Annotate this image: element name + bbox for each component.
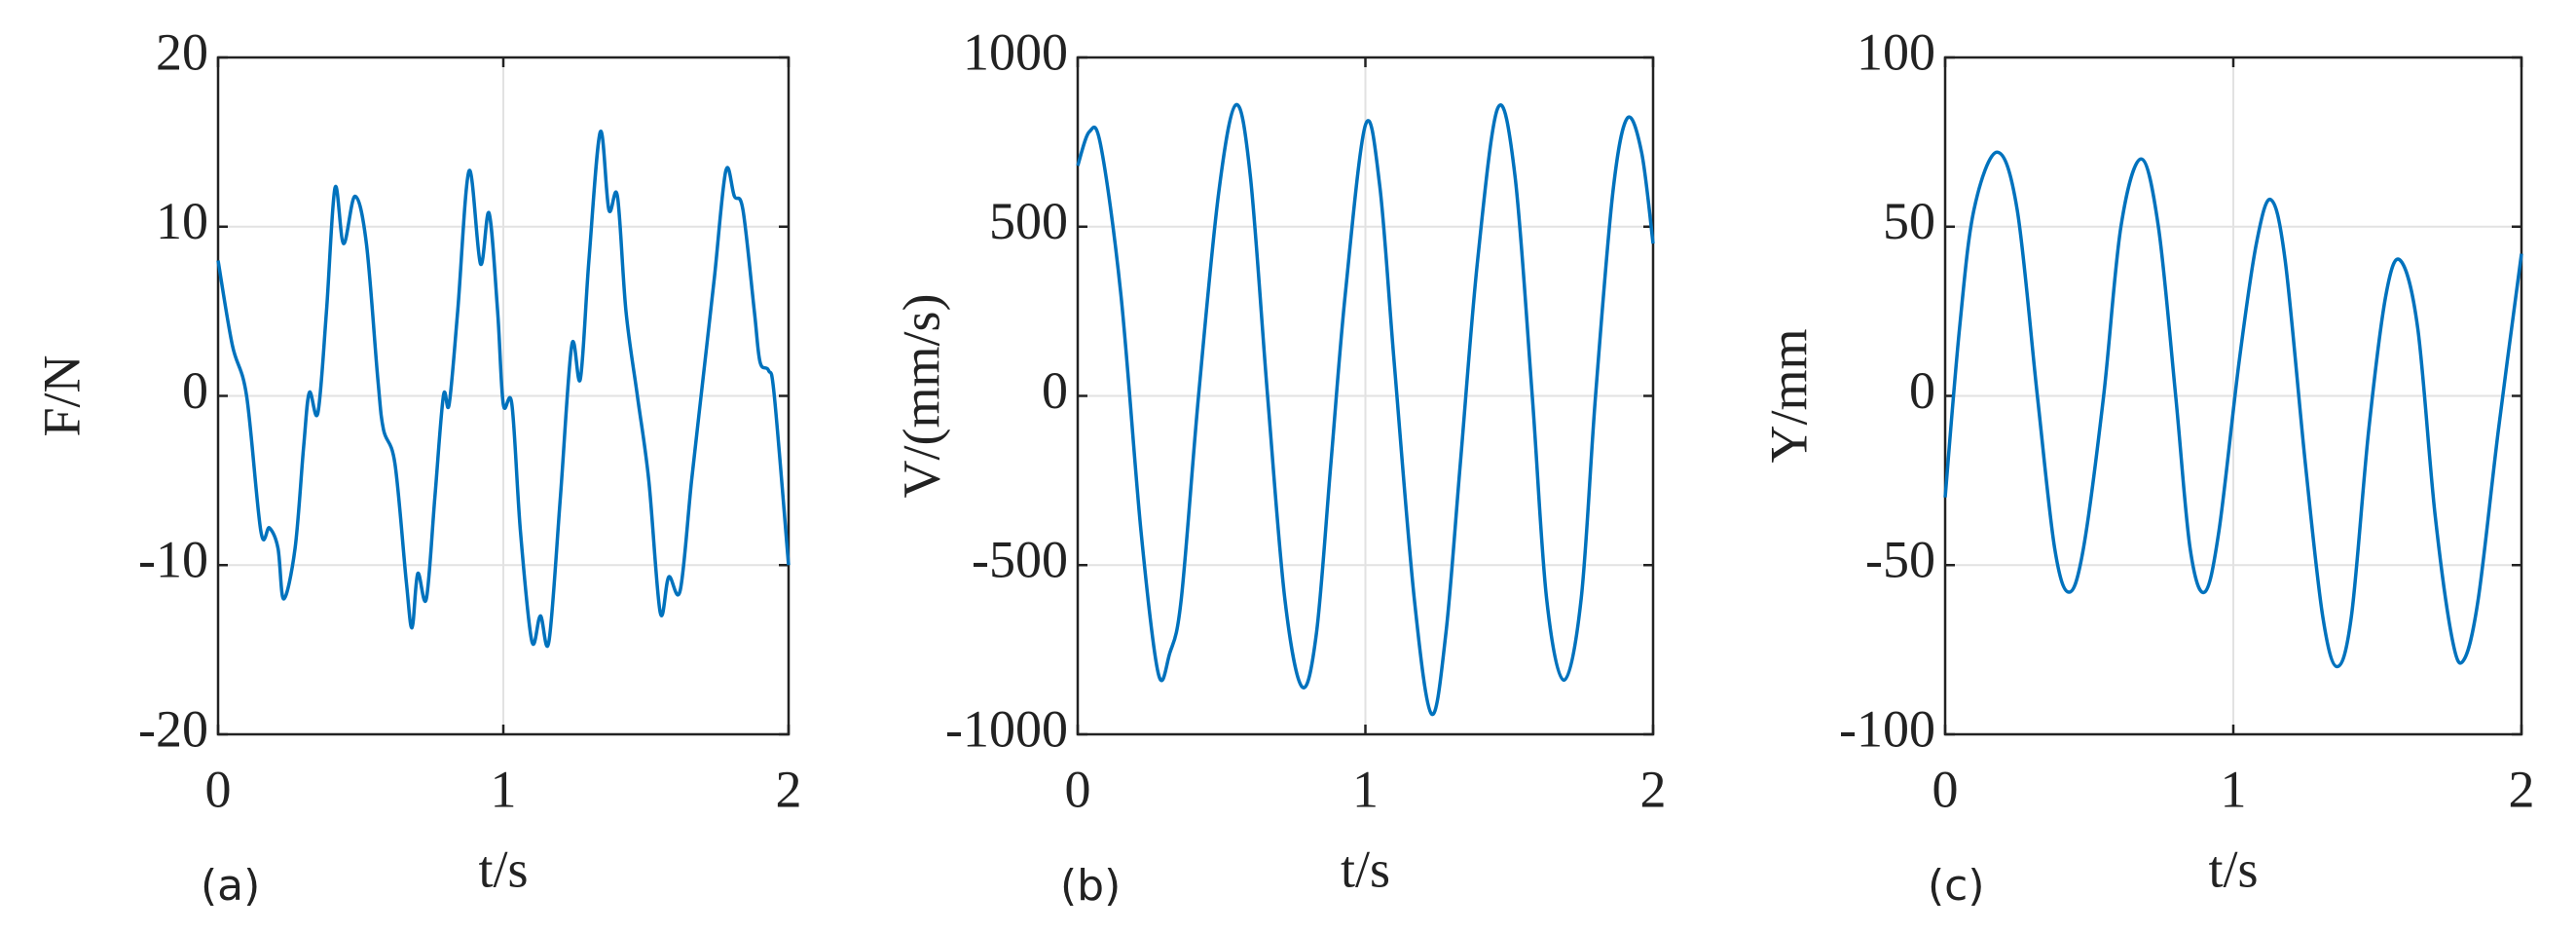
x-axis-label: t/s — [478, 840, 528, 898]
y-tick-label: -50 — [1865, 531, 1935, 589]
axes-box — [216, 56, 791, 736]
panel-label: (b) — [1060, 861, 1121, 911]
x-axis-label: t/s — [1341, 840, 1390, 898]
x-tick-label: 0 — [205, 760, 232, 818]
x-tick-label: 2 — [2509, 760, 2535, 818]
y-tick-label: 20 — [156, 22, 208, 81]
y-tick-label: -100 — [1839, 699, 1935, 758]
data-line — [1943, 150, 2523, 669]
x-axis-label: t/s — [2208, 840, 2258, 898]
y-tick-label: 0 — [182, 361, 208, 420]
y-tick-label: 100 — [1857, 22, 1935, 81]
y-axis-label: Y/mm — [1759, 328, 1818, 463]
x-tick-label: 2 — [1640, 760, 1667, 818]
x-tick-label: 1 — [491, 760, 517, 818]
x-tick-label: 1 — [1352, 760, 1379, 818]
x-tick-label: 1 — [2221, 760, 2247, 818]
y-tick-label: -20 — [138, 699, 208, 758]
data-line — [216, 130, 791, 649]
y-tick-label: 1000 — [963, 22, 1068, 81]
panel-label: (c) — [1928, 861, 1985, 911]
data-line — [1076, 102, 1655, 717]
y-tick-label: 500 — [989, 192, 1068, 250]
axes-box — [1943, 56, 2523, 736]
y-axis-label: V/(mm/s) — [892, 294, 950, 499]
y-axis-label: F/N — [32, 355, 91, 436]
y-tick-label: 10 — [156, 192, 208, 250]
axes-box — [1076, 56, 1655, 736]
y-tick-label: -1000 — [945, 699, 1068, 758]
panel-label: (a) — [201, 861, 260, 911]
x-tick-label: 0 — [1065, 760, 1091, 818]
y-tick-label: 0 — [1909, 361, 1935, 420]
x-tick-label: 0 — [1932, 760, 1959, 818]
y-tick-label: 0 — [1042, 361, 1068, 420]
y-tick-label: -10 — [138, 531, 208, 589]
y-tick-label: -500 — [972, 531, 1068, 589]
y-tick-label: 50 — [1883, 192, 1935, 250]
x-tick-label: 2 — [776, 760, 802, 818]
